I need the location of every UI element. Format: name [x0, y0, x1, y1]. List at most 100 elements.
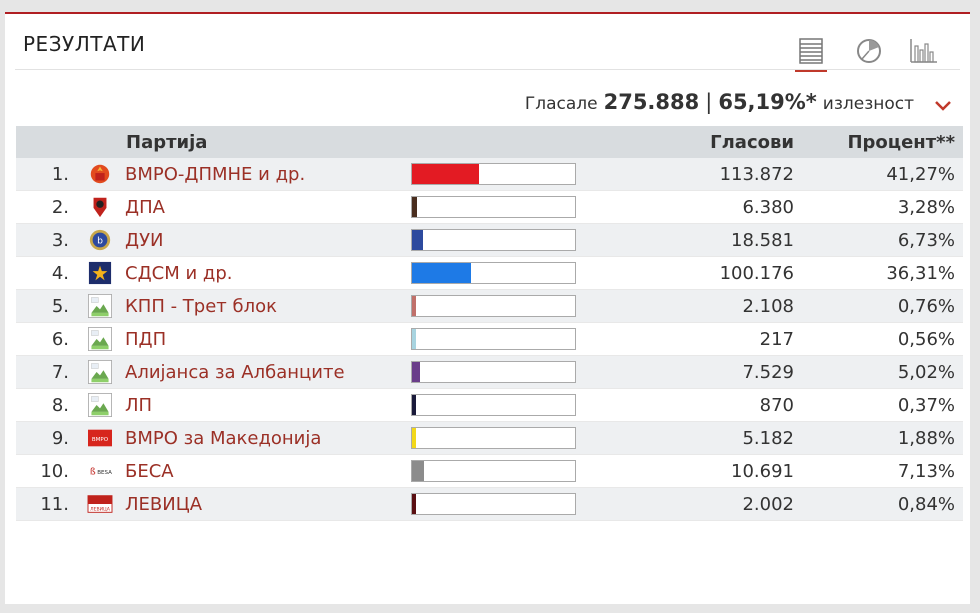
votes-value: 18.581 [593, 223, 794, 257]
party-link[interactable]: ВМРО-ДПМНЕ и др. [125, 158, 411, 191]
party-link[interactable]: СДСМ и др. [125, 256, 411, 290]
share-bar-fill [412, 164, 480, 184]
besa-logo: ß BESA [75, 454, 125, 488]
row-number: 1. [16, 158, 75, 191]
row-number: 8. [16, 388, 75, 422]
percent-value: 0,76% [794, 289, 963, 323]
results-panel: РЕЗУЛТАТИ [5, 12, 970, 604]
votes-value: 113.872 [593, 158, 794, 191]
table-row: 11. ЛЕВИЦА ЛЕВИЦА 2.002 0,84% [16, 487, 963, 521]
percent-value: 0,84% [794, 487, 963, 521]
votes-value: 217 [593, 322, 794, 356]
share-bar-fill [412, 395, 417, 415]
table-header-row: Партија Гласови Процент** [16, 126, 963, 158]
share-bar-cell [411, 388, 593, 422]
header-divider [15, 69, 960, 70]
share-bar-cell [411, 289, 593, 323]
percent-value: 0,56% [794, 322, 963, 356]
svg-text:BESA: BESA [97, 470, 112, 476]
share-bar-cell [411, 256, 593, 290]
list-view-icon[interactable] [795, 36, 827, 72]
percent-value: 7,13% [794, 454, 963, 488]
table-row: 8. ЛП 870 0,37% [16, 388, 963, 422]
row-number: 3. [16, 223, 75, 257]
party-link[interactable]: КПП - Трет блок [125, 289, 411, 323]
view-switcher [795, 32, 955, 72]
share-bar [411, 427, 576, 449]
votes-value: 7.529 [593, 355, 794, 389]
table-row: 7. Алијанса за Албанците 7.529 5,02% [16, 355, 963, 389]
table-row: 10. ß BESA БЕСА 10.691 7,13% [16, 454, 963, 488]
votes-value: 2.002 [593, 487, 794, 521]
votes-value: 5.182 [593, 421, 794, 455]
party-link[interactable]: ПДП [125, 322, 411, 356]
table-row: 4. СДСМ и др. 100.176 36,31% [16, 256, 963, 290]
turnout-percent: 65,19%* [718, 90, 817, 114]
share-bar-fill [412, 197, 418, 217]
votes-value: 100.176 [593, 256, 794, 290]
share-bar-cell [411, 421, 593, 455]
share-bar-fill [412, 494, 417, 514]
broken-image-icon [75, 322, 125, 356]
percent-column-header[interactable]: Процент** [794, 126, 963, 158]
share-bar-cell [411, 223, 593, 257]
broken-image-icon [75, 355, 125, 389]
share-bar-fill [412, 230, 423, 250]
party-link[interactable]: ДУИ [125, 223, 411, 257]
percent-value: 0,37% [794, 388, 963, 422]
share-bar [411, 196, 576, 218]
chevron-down-icon[interactable] [934, 96, 952, 111]
share-bar [411, 295, 576, 317]
table-row: 5. КПП - Трет блок 2.108 0,76% [16, 289, 963, 323]
pie-chart-icon[interactable] [853, 36, 885, 66]
share-bar-cell [411, 454, 593, 488]
share-bar-fill [412, 461, 424, 481]
percent-value: 5,02% [794, 355, 963, 389]
row-number: 10. [16, 454, 75, 488]
votes-column-header[interactable]: Гласови [593, 126, 794, 158]
vmro-dpmne-logo [75, 158, 125, 191]
party-link[interactable]: Алијанса за Албанците [125, 355, 411, 389]
share-bar [411, 460, 576, 482]
share-bar [411, 328, 576, 350]
votes-value: 6.380 [593, 190, 794, 224]
row-number: 4. [16, 256, 75, 290]
share-bar-cell [411, 322, 593, 356]
sdsm-logo [75, 256, 125, 290]
row-number: 7. [16, 355, 75, 389]
row-number: 11. [16, 487, 75, 521]
turnout-label: излезност [822, 94, 914, 114]
voted-count: 275.888 [603, 90, 700, 114]
party-column-header[interactable]: Партија [125, 126, 411, 158]
votes-value: 870 [593, 388, 794, 422]
share-bar [411, 262, 576, 284]
share-bar [411, 229, 576, 251]
percent-value: 41,27% [794, 158, 963, 191]
share-bar [411, 361, 576, 383]
broken-image-icon [75, 388, 125, 422]
table-row: 2. ДПА 6.380 3,28% [16, 190, 963, 224]
share-bar-fill [412, 263, 472, 283]
levica-logo: ЛЕВИЦА [75, 487, 125, 521]
party-link[interactable]: ДПА [125, 190, 411, 224]
table-row: 1. ВМРО-ДПМНЕ и др. 113.872 41,27% [16, 158, 963, 191]
share-bar [411, 163, 576, 185]
svg-text:ВМРО: ВМРО [92, 437, 109, 443]
party-link[interactable]: ЛП [125, 388, 411, 422]
percent-value: 3,28% [794, 190, 963, 224]
dui-logo: b [75, 223, 125, 257]
svg-text:ß: ß [90, 467, 96, 478]
voted-label: Гласале [524, 94, 598, 114]
share-bar-fill [412, 362, 421, 382]
panel-title: РЕЗУЛТАТИ [23, 32, 146, 56]
share-bar-cell [411, 355, 593, 389]
bar-chart-icon[interactable] [907, 36, 939, 66]
share-bar-cell [411, 190, 593, 224]
dpa-logo [75, 190, 125, 224]
percent-value: 6,73% [794, 223, 963, 257]
party-link[interactable]: БЕСА [125, 454, 411, 488]
broken-image-icon [75, 289, 125, 323]
party-link[interactable]: ВМРО за Македонија [125, 421, 411, 455]
share-bar-fill [412, 329, 417, 349]
party-link[interactable]: ЛЕВИЦА [125, 487, 411, 521]
